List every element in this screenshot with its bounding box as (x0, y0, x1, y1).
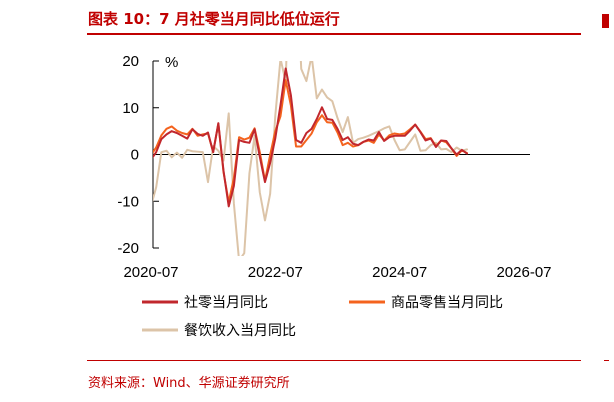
x-tick-label: 2020-07 (123, 264, 178, 281)
series-line-goods (153, 79, 469, 204)
source-rule (87, 360, 581, 361)
x-tick-label: 2022-07 (248, 264, 303, 281)
legend-label-retail: 社零当月同比 (184, 295, 268, 311)
series-layer (153, 61, 469, 256)
chart-title: 图表 10：7 月社零当月同比低位运行 (88, 10, 340, 28)
series-line-catering (153, 61, 469, 256)
y-tick-label: -20 (117, 240, 139, 257)
adjacent-panel-title-mark (602, 14, 609, 28)
x-tick-label: 2026-07 (496, 264, 551, 281)
source-note: 资料来源：Wind、华源证券研究所 (88, 376, 290, 391)
y-tick-label: 10 (122, 100, 139, 117)
title-rule (87, 33, 581, 35)
x-tick-label: 2024-07 (372, 264, 427, 281)
x-axis: 2020-07 2022-07 2024-07 2026-07 (123, 154, 552, 281)
y-tick-label: 0 (131, 147, 139, 164)
legend-label-goods: 商品零售当月同比 (391, 295, 503, 311)
y-axis: 20 10 0 -10 -20% (117, 53, 178, 257)
y-tick-label: 20 (122, 53, 139, 70)
y-axis-unit: % (165, 54, 178, 71)
legend-label-catering: 餐饮收入当月同比 (184, 323, 296, 339)
adjacent-panel-rule (604, 360, 609, 361)
y-tick-label: -10 (117, 193, 139, 210)
series-line-retail (153, 67, 469, 208)
